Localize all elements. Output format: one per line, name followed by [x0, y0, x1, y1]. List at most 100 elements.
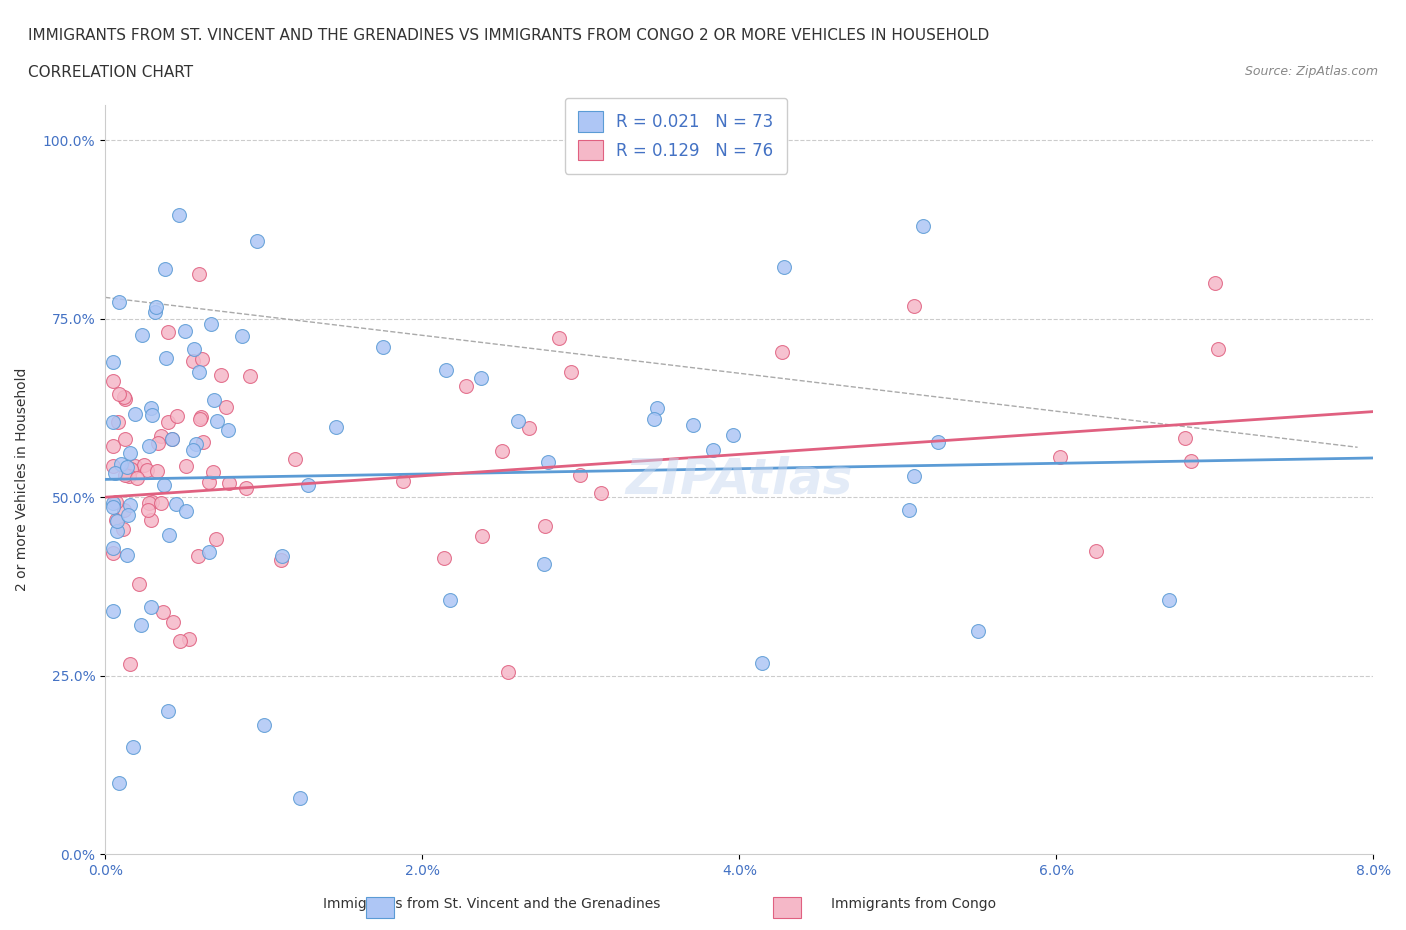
Point	[139, 512, 162, 527]
Point	[112, 503, 135, 518]
Point	[101, 545, 124, 560]
Point	[125, 471, 148, 485]
Point	[560, 365, 582, 379]
Point	[143, 304, 166, 319]
Point	[101, 496, 124, 511]
Point	[105, 512, 128, 527]
Point	[155, 261, 177, 276]
Point	[1049, 449, 1071, 464]
Point	[146, 435, 169, 450]
Point	[111, 522, 134, 537]
Point	[176, 503, 198, 518]
Point	[135, 463, 157, 478]
Point	[643, 412, 665, 427]
Point	[209, 367, 232, 382]
Point	[966, 624, 988, 639]
Text: Immigrants from St. Vincent and the Grenadines: Immigrants from St. Vincent and the Gren…	[323, 897, 661, 911]
Point	[218, 475, 240, 490]
Point	[184, 436, 207, 451]
Point	[120, 462, 142, 477]
Point	[150, 496, 173, 511]
Point	[156, 704, 179, 719]
Point	[506, 414, 529, 429]
Point	[131, 618, 153, 632]
Point	[1208, 342, 1230, 357]
Point	[120, 445, 142, 460]
Y-axis label: 2 or more Vehicles in Household: 2 or more Vehicles in Household	[15, 367, 30, 591]
Point	[239, 368, 262, 383]
Point	[215, 399, 238, 414]
Point	[325, 419, 347, 434]
Point	[105, 495, 128, 510]
Point	[124, 458, 146, 473]
Point	[231, 328, 253, 343]
Point	[131, 328, 153, 343]
Point	[121, 739, 143, 754]
Point	[682, 418, 704, 432]
Point	[246, 233, 269, 248]
Point	[118, 469, 141, 484]
Point	[145, 299, 167, 314]
Point	[138, 496, 160, 511]
Point	[496, 664, 519, 679]
Point	[117, 548, 139, 563]
Point	[101, 354, 124, 369]
Point	[183, 353, 205, 368]
Point	[118, 657, 141, 671]
Point	[1085, 543, 1108, 558]
Point	[108, 776, 131, 790]
Point	[433, 551, 456, 565]
Point	[118, 498, 141, 512]
Point	[288, 790, 311, 805]
Point	[471, 528, 494, 543]
Point	[297, 477, 319, 492]
Point	[101, 438, 124, 453]
Point	[165, 497, 187, 512]
Point	[134, 458, 156, 472]
Point	[470, 371, 492, 386]
Point	[373, 339, 395, 354]
Legend: R = 0.021   N = 73, R = 0.129   N = 76: R = 0.021 N = 73, R = 0.129 N = 76	[565, 98, 787, 174]
Point	[439, 592, 461, 607]
Point	[105, 524, 128, 538]
Point	[173, 324, 195, 339]
Point	[157, 527, 180, 542]
Point	[537, 454, 560, 469]
Point	[108, 295, 131, 310]
Point	[128, 577, 150, 591]
Point	[152, 478, 174, 493]
Point	[181, 443, 204, 458]
Point	[187, 267, 209, 282]
Point	[187, 365, 209, 379]
Point	[534, 518, 557, 533]
Text: Immigrants from Congo: Immigrants from Congo	[831, 897, 997, 911]
Text: ZIPAtlas: ZIPAtlas	[626, 456, 853, 503]
Point	[235, 481, 257, 496]
Point	[160, 432, 183, 446]
Point	[183, 341, 205, 356]
Point	[108, 386, 131, 401]
Point	[198, 545, 221, 560]
Point	[911, 219, 934, 233]
Point	[589, 485, 612, 500]
Point	[101, 458, 124, 473]
Point	[107, 414, 129, 429]
Point	[141, 407, 163, 422]
Point	[104, 466, 127, 481]
Point	[174, 458, 197, 473]
Point	[456, 379, 478, 393]
Point	[149, 429, 172, 444]
Point	[105, 513, 128, 528]
Point	[101, 415, 124, 430]
Point	[110, 457, 132, 472]
Point	[436, 363, 458, 378]
Point	[202, 392, 225, 407]
Point	[187, 549, 209, 564]
Point	[139, 401, 162, 416]
Point	[568, 468, 591, 483]
Point	[218, 422, 240, 437]
Point	[160, 432, 183, 446]
Point	[201, 465, 224, 480]
Point	[114, 468, 136, 483]
Text: IMMIGRANTS FROM ST. VINCENT AND THE GRENADINES VS IMMIGRANTS FROM CONGO 2 OR MOR: IMMIGRANTS FROM ST. VINCENT AND THE GREN…	[28, 28, 990, 43]
